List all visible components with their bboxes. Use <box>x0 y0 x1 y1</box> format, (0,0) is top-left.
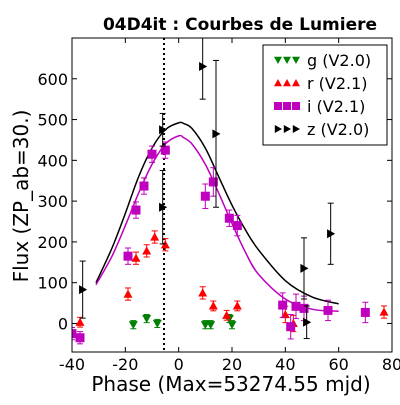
x-tick-label: 40 <box>275 355 295 374</box>
x-tick-label: 20 <box>222 355 242 374</box>
legend-label: i (V2.1) <box>307 97 365 116</box>
data-point <box>150 232 160 241</box>
data-point <box>208 177 218 187</box>
legend-marker <box>274 79 282 87</box>
fit-curve-0 <box>95 121 339 305</box>
legend-marker <box>283 125 291 133</box>
data-point <box>123 289 133 298</box>
data-point <box>79 285 88 295</box>
data-point <box>123 251 133 261</box>
data-point <box>291 301 301 311</box>
y-tick-label: 300 <box>37 192 68 211</box>
data-point <box>139 181 149 191</box>
legend-marker <box>283 79 291 87</box>
legend-marker <box>292 79 300 87</box>
data-point <box>198 288 208 297</box>
legend-marker <box>292 56 300 64</box>
data-point <box>278 300 288 310</box>
data-point <box>232 301 242 310</box>
legend-marker <box>292 125 300 133</box>
data-point <box>323 305 333 315</box>
data-point <box>159 202 168 212</box>
legend-label: g (V2.0) <box>307 51 371 70</box>
tick-labels: -40 -20 0 20 40 60 80 0 100 200 300 400 500 600 <box>37 38 400 374</box>
x-tick-label: 0 <box>174 355 184 374</box>
data-point <box>212 129 221 139</box>
x-tick-label: 60 <box>328 355 348 374</box>
data-point <box>200 191 210 201</box>
data-point <box>379 307 389 316</box>
data-point <box>222 310 232 319</box>
data-point <box>131 253 141 262</box>
y-tick-label: 100 <box>37 274 68 293</box>
data-point <box>160 145 170 155</box>
data-point <box>227 321 237 330</box>
x-tick-label: 80 <box>382 355 400 374</box>
data-point <box>286 322 296 332</box>
y-tick-label: 400 <box>37 151 68 170</box>
data-point <box>72 329 77 339</box>
legend-marker <box>274 102 282 110</box>
data-point <box>300 263 309 273</box>
legend-marker <box>292 102 300 110</box>
y-tick-label: 0 <box>58 314 68 333</box>
series-3 <box>79 38 336 340</box>
y-axis-label: Flux (ZP_ab=30.) <box>9 110 33 283</box>
series-0 <box>128 313 237 330</box>
data-point <box>206 321 216 330</box>
data-point <box>131 205 141 215</box>
data-point <box>142 246 152 255</box>
data-point <box>152 319 162 328</box>
legend-box <box>262 44 388 146</box>
data-points <box>72 38 389 345</box>
data-point <box>199 62 208 72</box>
legend-marker <box>274 125 282 133</box>
y-tick-label: 200 <box>37 233 68 252</box>
data-point <box>147 149 157 159</box>
data-point <box>303 317 312 327</box>
x-tick-label: -40 <box>59 355 85 374</box>
data-point <box>142 314 152 324</box>
y-tick-label: 500 <box>37 111 68 130</box>
legend: g (V2.0) r (V2.1) i (V2.1) z (V2.0) <box>262 44 388 146</box>
data-point <box>75 333 85 343</box>
data-point <box>360 307 370 317</box>
legend-marker <box>283 102 291 110</box>
legend-label: z (V2.0) <box>307 120 369 139</box>
data-point <box>159 125 168 135</box>
data-point <box>299 303 309 313</box>
legend-label: r (V2.1) <box>307 74 368 93</box>
data-point <box>232 221 242 231</box>
x-tick-label: -20 <box>112 355 138 374</box>
data-point <box>224 213 234 223</box>
legend-marker <box>283 56 291 64</box>
data-point <box>128 321 138 330</box>
legend-marker <box>274 56 282 64</box>
x-axis-label: Phase (Max=53274.55 mjd) <box>91 372 370 396</box>
series-1 <box>75 230 389 333</box>
data-point <box>208 301 218 310</box>
data-point <box>75 317 85 326</box>
series-2 <box>72 141 370 345</box>
data-point <box>327 229 336 239</box>
y-tick-label: 600 <box>37 70 68 89</box>
chart-title: 04D4it : Courbes de Lumiere <box>103 15 377 35</box>
